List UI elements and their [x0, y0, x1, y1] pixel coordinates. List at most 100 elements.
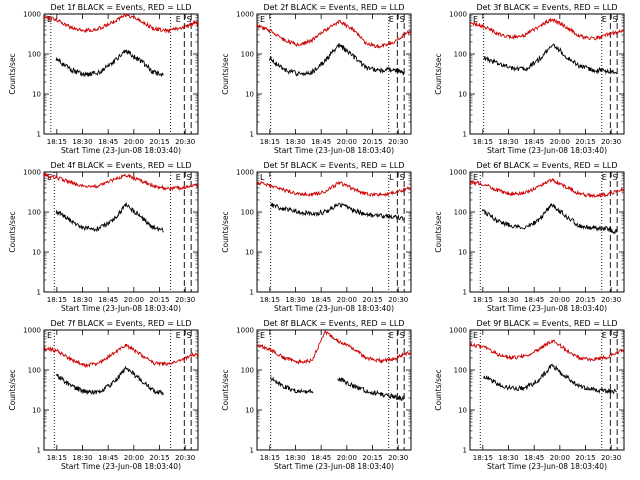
y-tick-label: 10 [458, 249, 467, 257]
x-tick-label: 18:45 [98, 296, 118, 304]
y-tick-label: 1000 [449, 11, 467, 19]
y-axis-label: Counts/sec [434, 211, 443, 252]
x-tick-label: 18:15 [260, 296, 280, 304]
x-axis-label: Start Time (23-Jun-08 18:03:40) [61, 462, 181, 471]
x-tick-label: 18:45 [311, 296, 331, 304]
x-tick-label: 18:15 [473, 296, 493, 304]
x-axis-label: Start Time (23-Jun-08 18:03:40) [274, 304, 394, 313]
y-tick-label: 10 [245, 249, 254, 257]
plot-frame [256, 13, 412, 135]
x-tick-label: 20:00 [337, 138, 357, 146]
x-tick-label: 18:30 [498, 138, 518, 146]
x-tick-label: 20:30 [388, 296, 408, 304]
y-tick-label: 1 [37, 131, 41, 139]
y-tick-label: 1000 [23, 327, 41, 335]
x-tick-label: 18:30 [498, 296, 518, 304]
x-tick-label: 20:30 [388, 454, 408, 462]
flag-letter: E [389, 15, 394, 24]
x-tick-label: 20:15 [149, 296, 169, 304]
x-tick-label: 18:15 [47, 454, 67, 462]
x-tick-label: 20:30 [601, 296, 621, 304]
lld-series-line [257, 180, 411, 198]
x-tick-label: 20:30 [601, 454, 621, 462]
flag-letter: S [400, 331, 405, 340]
events-series-line [55, 202, 164, 233]
x-tick-label: 20:15 [362, 454, 382, 462]
x-tick-label: 18:45 [524, 454, 544, 462]
detector-panel-6: Det 6f BLACK = Events, RED = LLD 1 10 100 10… [434, 161, 625, 313]
events-series-line [337, 376, 405, 401]
y-tick-label: 100 [28, 209, 41, 217]
flag-letter: S [187, 15, 192, 24]
flag-letter: S [613, 331, 618, 340]
y-tick-label: 100 [241, 367, 254, 375]
flag-letter: E [260, 331, 265, 340]
plot-frame [469, 171, 625, 293]
y-tick-label: 100 [454, 51, 467, 59]
y-tick-label: 1 [37, 289, 41, 297]
flag-letter: E [602, 173, 607, 182]
lld-series-line [43, 343, 199, 369]
x-tick-label: 18:30 [72, 296, 92, 304]
flag-letter: E [176, 15, 181, 24]
y-tick-label: 1 [250, 131, 254, 139]
plot-frame [43, 171, 199, 293]
flag-letter: S [187, 173, 192, 182]
x-tick-label: 18:15 [473, 138, 493, 146]
plot-frame [43, 329, 199, 451]
x-tick-label: 20:00 [550, 454, 570, 462]
x-tick-label: 18:30 [72, 138, 92, 146]
y-tick-label: 100 [28, 367, 41, 375]
x-axis-label: Start Time (23-Jun-08 18:03:40) [487, 304, 607, 313]
x-tick-label: 18:30 [285, 138, 305, 146]
y-tick-label: 10 [245, 407, 254, 415]
flag-letter: E [473, 15, 478, 24]
flag-letter: E [602, 331, 607, 340]
panel-title: Det 9f BLACK = Events, RED = LLD [476, 319, 617, 328]
panel-title: Det 7f BLACK = Events, RED = LLD [50, 319, 191, 328]
x-tick-label: 20:15 [575, 454, 595, 462]
y-tick-label: 1 [37, 447, 41, 455]
x-tick-label: 18:30 [285, 454, 305, 462]
plot-frame [256, 329, 412, 451]
x-axis-label: Start Time (23-Jun-08 18:03:40) [61, 304, 181, 313]
flag-letter: S [613, 173, 618, 182]
y-tick-label: 100 [241, 209, 254, 217]
lld-series-line [43, 13, 199, 34]
x-tick-label: 20:00 [337, 296, 357, 304]
y-tick-label: 10 [458, 91, 467, 99]
plot-frame [256, 171, 412, 293]
y-tick-label: 100 [454, 367, 467, 375]
y-tick-label: 1000 [23, 11, 41, 19]
y-tick-label: 10 [32, 91, 41, 99]
flag-letter: S [187, 331, 192, 340]
x-tick-label: 20:15 [575, 296, 595, 304]
detector-panel-5: Det 5f BLACK = Events, RED = LLD 1 10 100 10… [221, 161, 412, 313]
y-axis-label: Counts/sec [434, 53, 443, 94]
flag-letter: L [389, 173, 394, 182]
x-tick-label: 18:15 [260, 454, 280, 462]
y-tick-label: 100 [28, 51, 41, 59]
y-axis-label: Counts/sec [221, 369, 230, 410]
detector-panel-9: Det 9f BLACK = Events, RED = LLD 1 10 100 10… [434, 319, 625, 471]
x-tick-label: 20:00 [337, 454, 357, 462]
events-series-line [270, 202, 404, 222]
panel-title: Det 6f BLACK = Events, RED = LLD [476, 161, 617, 170]
x-axis-label: Start Time (23-Jun-08 18:03:40) [274, 462, 394, 471]
events-series-line [270, 376, 314, 394]
x-tick-label: 20:15 [149, 138, 169, 146]
flag-letter: E [389, 331, 394, 340]
lld-series-line [469, 177, 625, 199]
lld-series-line [256, 19, 411, 49]
x-tick-label: 18:45 [524, 296, 544, 304]
y-tick-label: 1 [463, 289, 467, 297]
x-tick-label: 20:15 [575, 138, 595, 146]
flag-letter: E [260, 15, 265, 24]
flag-letter: E [473, 331, 478, 340]
flag-letter: E [176, 331, 181, 340]
y-tick-label: 1000 [23, 169, 41, 177]
detector-panel-2: Det 2f BLACK = Events, RED = LLD 1 10 100 10… [221, 3, 412, 155]
y-axis-label: Counts/sec [8, 369, 17, 410]
x-tick-label: 18:30 [72, 454, 92, 462]
flag-letter: L [260, 173, 265, 182]
